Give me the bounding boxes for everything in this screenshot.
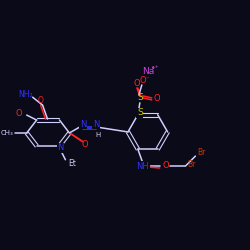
Text: Br: Br (187, 160, 196, 168)
Text: CH₃: CH₃ (0, 130, 13, 136)
Text: ⁻: ⁻ (146, 76, 150, 82)
Text: Et: Et (68, 159, 76, 168)
Text: O: O (154, 94, 160, 104)
Text: N: N (57, 143, 64, 152)
Text: O: O (140, 76, 146, 84)
Text: Br: Br (197, 148, 205, 156)
Text: S: S (137, 94, 143, 102)
Text: NH: NH (136, 162, 149, 170)
Text: O: O (16, 108, 22, 118)
Text: •⁺: •⁺ (150, 64, 159, 72)
Text: O: O (82, 140, 88, 149)
Text: NH₂: NH₂ (18, 90, 33, 99)
Text: S: S (137, 108, 143, 117)
Text: N: N (93, 120, 99, 128)
Text: N: N (80, 120, 86, 128)
Text: Na: Na (142, 66, 154, 76)
Text: N: N (80, 120, 86, 128)
Text: H: H (96, 132, 101, 138)
Text: O: O (134, 80, 140, 88)
Text: NH: NH (136, 162, 149, 170)
Text: O: O (162, 160, 169, 170)
Text: O: O (38, 96, 44, 105)
Text: N: N (93, 120, 99, 128)
Text: N: N (57, 143, 64, 152)
